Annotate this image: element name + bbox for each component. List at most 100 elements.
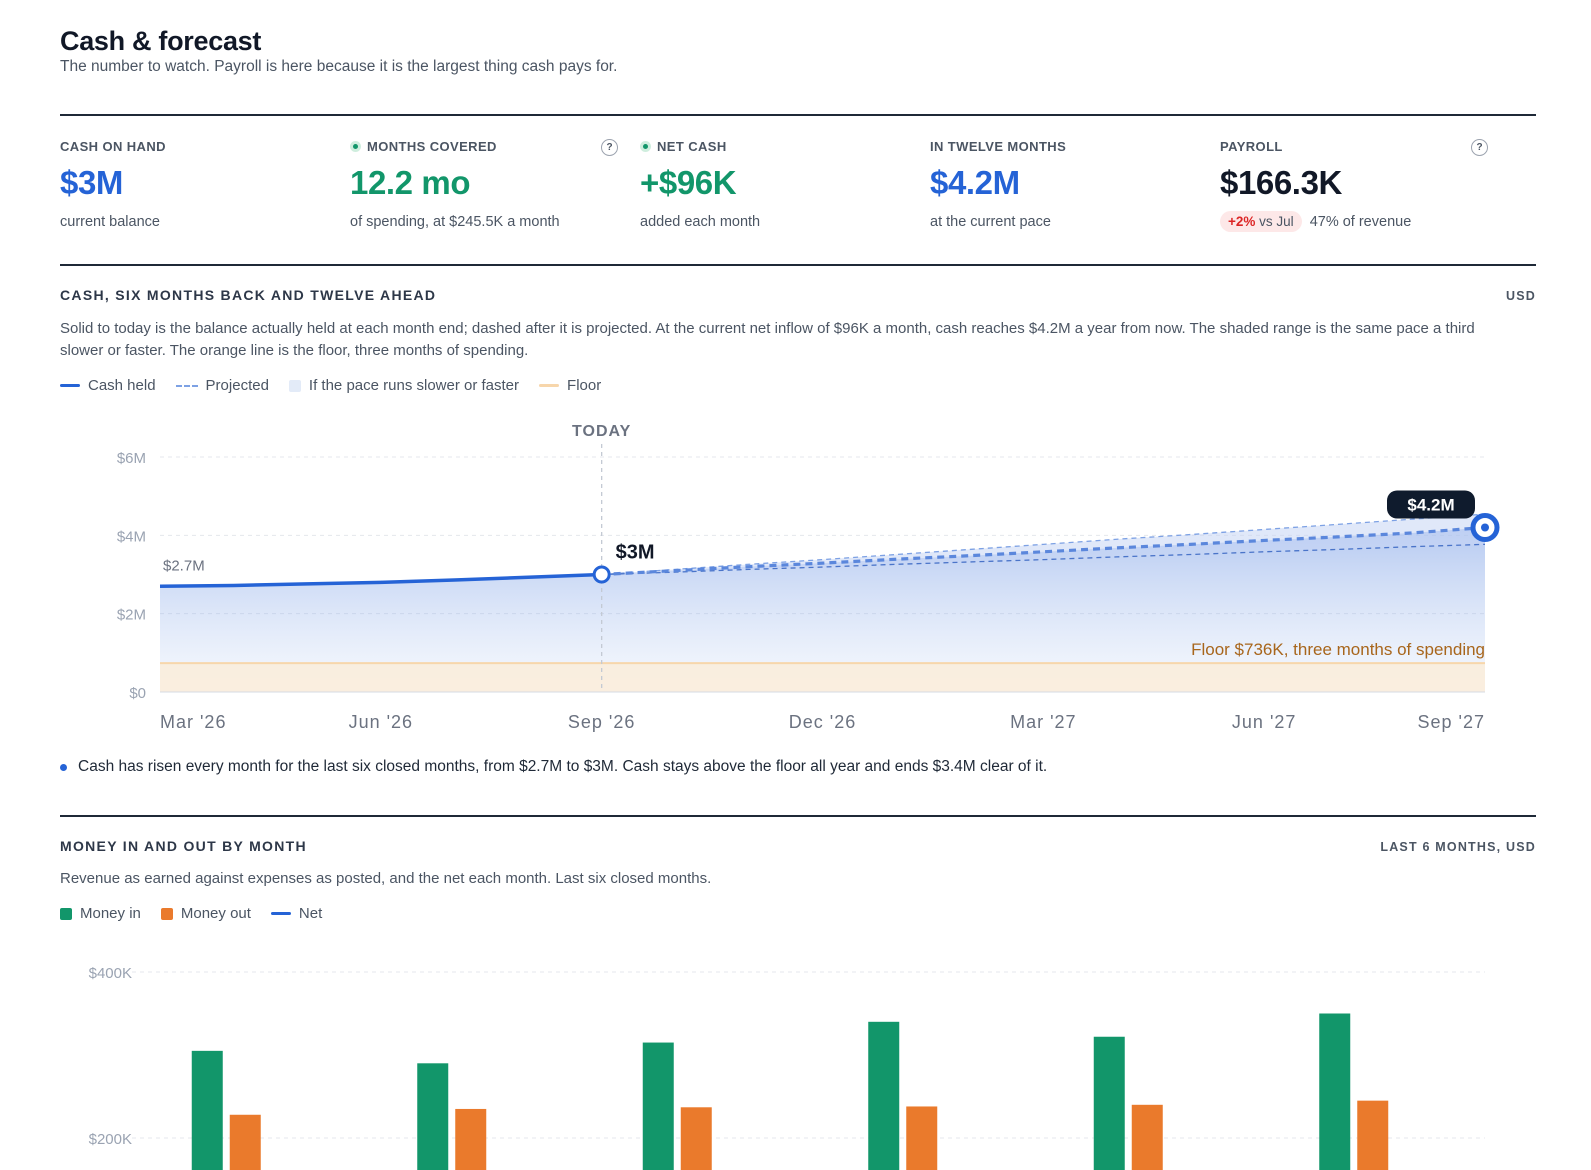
bar-money-in [868,1021,900,1170]
legend-label: Projected [205,377,269,394]
section-title: MONEY IN AND OUT BY MONTH [60,838,307,854]
divider [60,114,1536,116]
bar-money-in [191,1050,223,1170]
kpi-value: $4.2M [930,164,1020,201]
chart-note: Cash has risen every month for the last … [60,758,1047,776]
cash-area [160,527,1485,692]
section-title: CASH, SIX MONTHS BACK AND TWELVE AHEAD [60,287,437,303]
delta-badge: +2% vs Jul [1220,211,1302,232]
today-point [592,565,611,584]
x-tick-label: Jun '27 [1232,712,1296,732]
legend-label: Money in [80,905,141,922]
x-tick-label: Dec '26 [789,712,856,732]
bar-money-out [455,1108,487,1170]
kpi-label: NET CASH [657,138,727,154]
legend-swatch [60,907,72,920]
floor-band [160,663,1485,692]
end-value-label: $4.2M [1407,496,1454,515]
today-label: TODAY [572,423,631,440]
floor-label: Floor $736K, three months of spending [1191,640,1485,659]
y-tick-label: $0 [129,685,146,702]
projected-line [601,525,1486,577]
legend-label: Floor [567,377,602,394]
legend-swatch [160,907,173,920]
status-dot-icon [350,140,361,152]
y-tick-label: $200K [89,1131,132,1148]
legend-label: Money out [180,905,251,922]
section-unit: LAST 6 MONTHS, USD [1380,840,1536,854]
legend-item-money-out: Money out [160,905,251,922]
legend-swatch [539,384,560,387]
bar-money-out [229,1114,261,1170]
flow-chart: $400K $200K [89,965,1485,1170]
legend-item-net: Net [270,905,323,922]
kpi-label: PAYROLL [1220,138,1283,154]
legend-label: Cash held [88,377,156,394]
legend-item-money-in: Money in [60,905,141,922]
legend-item-projected: Projected [175,377,269,394]
divider [60,815,1536,817]
kpi-value: $3M [60,164,123,201]
help-icon[interactable]: ? [601,139,618,156]
bullet-icon [60,763,67,771]
legend-swatch [60,384,80,387]
x-tick-label: Jun '26 [349,712,413,732]
section-description: Revenue as earned against expenses as po… [60,870,712,887]
cash-legend: Cash held Projected If the pace runs slo… [60,377,601,394]
kpi-months-covered: MONTHS COVERED 12.2 mo of spending, at $… [350,138,630,230]
y-tick-label: $4M [117,528,146,545]
range-low-line [601,543,1486,576]
kpi-label: CASH ON HAND [60,138,166,154]
kpi-caption: current balance [60,214,160,230]
cash-held-line [159,572,602,588]
kpi-caption: at the current pace [930,214,1051,230]
bar-money-out [1131,1104,1163,1170]
range-high-line [601,513,1486,576]
end-point-center [1481,523,1489,532]
x-tick-label: Sep '26 [568,712,636,732]
kpi-net-cash: NET CASH +$96K added each month [640,138,920,230]
kpi-caption: of spending, at $245.5K a month [350,214,560,230]
end-value-badge [1387,490,1475,519]
legend-label: If the pace runs slower or faster [308,377,520,394]
status-dot-icon [640,140,651,152]
today-value-label: $3M [616,542,655,564]
y-tick-label: $2M [117,607,146,624]
kpi-value: 12.2 mo [350,164,471,201]
kpi-twelve-months: IN TWELVE MONTHS $4.2M at the current pa… [930,138,1210,231]
bar-money-in [1319,1013,1351,1170]
kpi-label: MONTHS COVERED [367,138,497,154]
bar-money-out [680,1107,712,1170]
bar-money-out [906,1106,938,1170]
legend-item-floor: Floor [539,377,601,394]
kpi-value: $166.3K [1220,164,1342,201]
kpi-payroll: PAYROLL $166.3K +2% vs Jul 47% of revenu… [1220,138,1500,232]
bar-money-in [1093,1036,1125,1170]
kpi-caption: 47% of revenue [1309,213,1412,230]
page-title: Cash & forecast [60,26,262,56]
help-icon[interactable]: ? [1471,139,1488,156]
flow-legend: Money in Money out Net [60,905,322,922]
kpi-label: IN TWELVE MONTHS [930,138,1067,154]
x-tick-label: Mar '26 [160,712,226,732]
legend-swatch [175,384,198,387]
divider [60,264,1536,266]
page-subtitle: The number to watch. Payroll is here bec… [60,58,618,75]
legend-label: Net [298,905,323,922]
delta-value: +2% [1228,214,1256,229]
note-text: Cash has risen every month for the last … [78,758,1048,775]
y-tick-label: $6M [117,450,146,467]
bar-money-in [417,1063,449,1170]
kpi-value: +$96K [640,164,737,201]
x-tick-label: Mar '27 [1010,712,1076,732]
section-unit: USD [1506,289,1536,303]
kpi-cash-on-hand: CASH ON HAND $3M current balance [60,138,340,231]
legend-swatch [270,912,291,915]
y-tick-label: $400K [89,965,132,982]
cash-chart: $0 $2M $4M $6M Floor $736K, three months of … [117,423,1500,732]
bar-money-out [1357,1100,1389,1170]
legend-swatch [288,379,301,392]
legend-item-cash-held: Cash held [60,377,156,394]
section-description: Solid to today is the balance actually h… [60,320,1475,359]
start-value-label: $2.7M [163,557,205,574]
